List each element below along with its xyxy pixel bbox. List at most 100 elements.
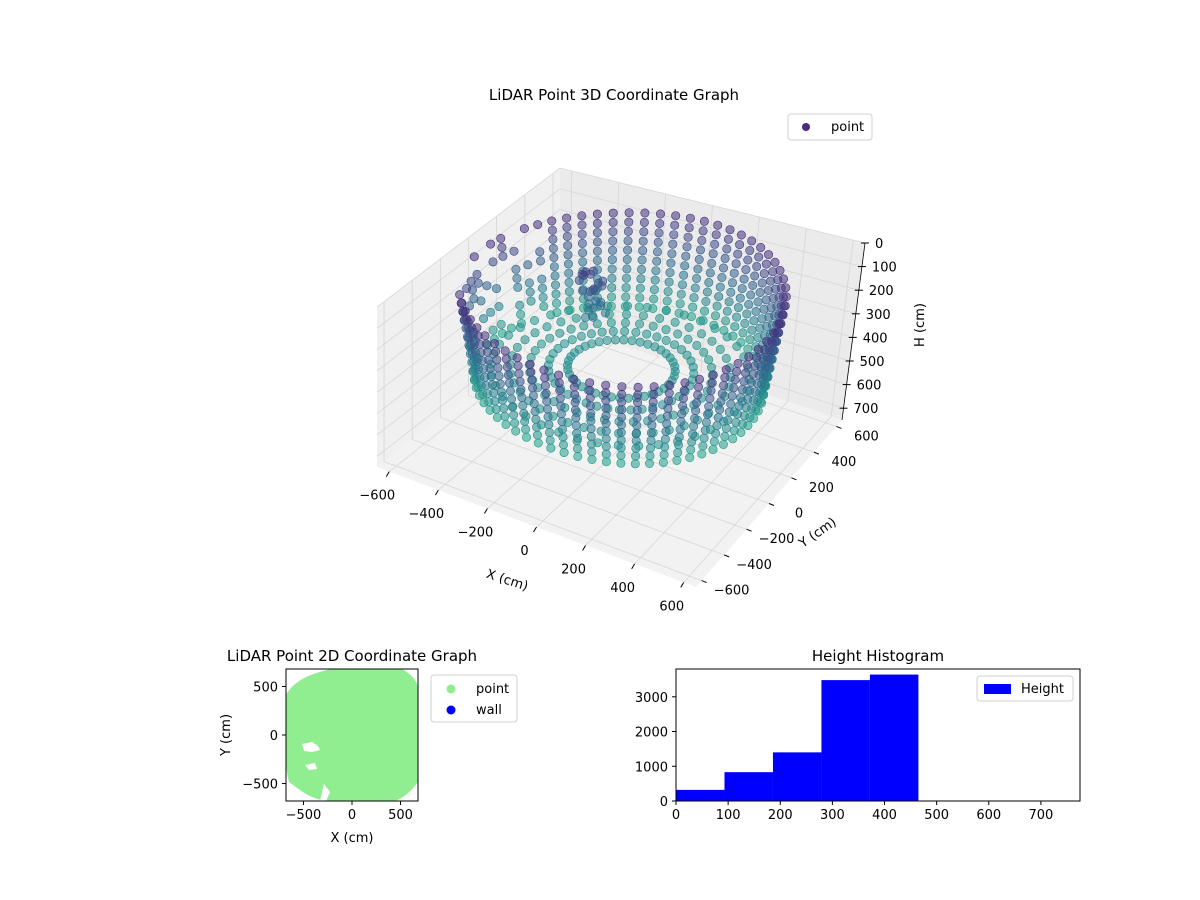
point-3d (740, 275, 748, 283)
point-3d (672, 212, 680, 220)
point-3d (546, 334, 554, 342)
point-3d (650, 295, 658, 303)
y-tick-label-3d: 400 (832, 455, 857, 470)
point-3d (751, 272, 759, 280)
point-3d (622, 274, 630, 282)
point-3d (692, 274, 700, 282)
point-3d (695, 375, 703, 383)
point-3d (662, 336, 670, 344)
point-3d (536, 257, 544, 265)
point-3d (714, 413, 722, 421)
point-3d (734, 359, 742, 367)
point-3d (573, 437, 581, 445)
point-3d (713, 302, 721, 310)
point-3d (512, 427, 520, 435)
point-3d (716, 283, 724, 291)
point-3d (633, 414, 641, 422)
point-3d (549, 235, 557, 243)
point-3d (609, 218, 617, 226)
point-3d (745, 300, 753, 308)
point-3d (536, 248, 544, 256)
point-3d (513, 343, 521, 351)
x-tick-label-hist: 500 (924, 808, 949, 823)
point-3d (514, 283, 522, 291)
point-3d (462, 284, 470, 292)
point-3d (504, 331, 512, 339)
point-3d (724, 235, 732, 243)
point-3d (706, 269, 714, 277)
point-3d (697, 330, 705, 338)
point-3d (706, 394, 714, 402)
point-3d (712, 429, 720, 437)
point-3d (647, 436, 655, 444)
point-3d (507, 395, 515, 403)
point-3d (514, 362, 522, 370)
point-3d (534, 439, 542, 447)
point-3d (486, 364, 494, 372)
point-3d (718, 389, 726, 397)
point-3d (526, 360, 534, 368)
point-3d (552, 290, 560, 298)
point-3d (634, 391, 642, 399)
point-3d (516, 377, 524, 385)
point-3d (590, 285, 598, 293)
point-3d (640, 218, 648, 226)
point-3d (646, 452, 654, 460)
point-3d (709, 250, 717, 258)
point-3d (679, 394, 687, 402)
point-3d (632, 328, 640, 336)
point-3d (608, 255, 616, 263)
point-3d (660, 451, 668, 459)
point-3d (512, 265, 520, 273)
point-3d (551, 272, 559, 280)
point-3d (674, 441, 682, 449)
x-tick-label-3d: −200 (458, 526, 494, 541)
point-3d (719, 381, 727, 389)
point-3d (574, 452, 582, 460)
point-3d (633, 406, 641, 414)
chart-3d-legend-label: point (831, 120, 864, 135)
point-3d (719, 440, 727, 448)
point-3d (731, 376, 739, 384)
chart-2d-legend-wall-label: wall (476, 703, 502, 718)
point-3d (602, 381, 610, 389)
chart-2d-xlabel: X (cm) (331, 831, 374, 846)
hist-bar-1 (724, 772, 772, 801)
point-3d (538, 275, 546, 283)
y-tick-label-hist: 0 (660, 795, 668, 810)
point-3d (722, 424, 730, 432)
point-3d (500, 404, 508, 412)
point-3d (746, 335, 754, 343)
z-tick-label-3d: 500 (860, 355, 885, 370)
point-3d (547, 444, 555, 452)
point-3d (573, 445, 581, 453)
point-3d (522, 433, 530, 441)
x-tick-label-hist: 400 (872, 808, 897, 823)
point-3d (648, 421, 656, 429)
point-3d (647, 429, 655, 437)
point-3d (467, 277, 475, 285)
point-3d (529, 392, 537, 400)
point-3d (593, 219, 601, 227)
point-3d (650, 383, 658, 391)
point-3d (618, 398, 626, 406)
point-3d (545, 420, 553, 428)
point-3d (593, 210, 601, 218)
point-3d (586, 402, 594, 410)
point-3d (618, 383, 626, 391)
point-3d (631, 460, 639, 468)
point-3d (699, 227, 707, 235)
point-3d (756, 288, 764, 296)
point-3d (671, 318, 679, 326)
point-3d (570, 375, 578, 383)
point-3d (631, 452, 639, 460)
point-3d (551, 281, 559, 289)
point-3d (533, 423, 541, 431)
point-3d (663, 297, 671, 305)
point-3d (540, 302, 548, 310)
point-3d (699, 442, 707, 450)
point-3d (537, 340, 545, 348)
point-3d (607, 319, 615, 327)
y-tick-label-hist: 2000 (635, 726, 668, 741)
x-tick-label-3d: 400 (610, 581, 635, 596)
